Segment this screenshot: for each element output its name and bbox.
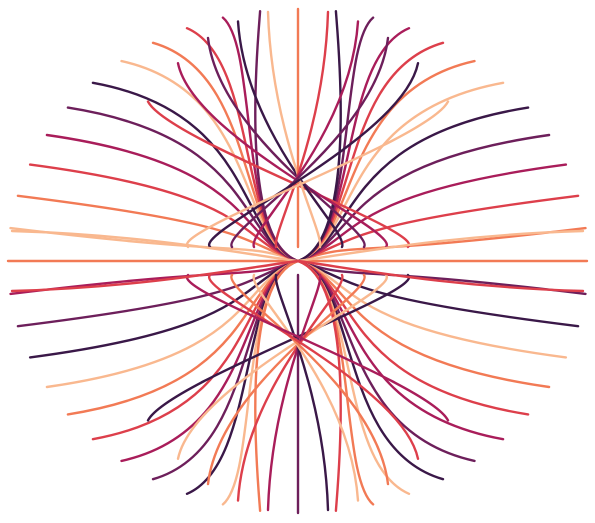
curve-upper-right-0 (296, 226, 587, 263)
curve-top-6 (274, 10, 330, 249)
near-horizontal-lower-left (10, 259, 300, 293)
curve-upper-right-10 (296, 10, 342, 263)
curve-top-1 (176, 62, 388, 249)
curve-lower-left-1 (16, 259, 300, 328)
curve-top-3 (236, 20, 344, 249)
curve-upper-left-10 (254, 10, 300, 263)
curve-bottom-10 (185, 273, 450, 422)
curve-bottom-8 (230, 273, 390, 486)
near-horizontal-upper-left (10, 229, 300, 263)
curve-bottom-2 (206, 273, 366, 486)
curve-bottom-6 (274, 273, 330, 512)
curve-top-10 (185, 100, 450, 249)
curve-lower-right-1 (296, 259, 580, 328)
curve-lower-left-10 (254, 259, 300, 512)
curve-upper-left-0 (9, 226, 300, 263)
curve-top-9 (208, 62, 420, 249)
curve-lower-left-0 (9, 259, 300, 296)
curve-bottom-3 (236, 273, 344, 502)
curve-bottom-1 (176, 273, 388, 460)
curve-top-2 (206, 36, 366, 249)
curve-lower-right-0 (296, 259, 587, 296)
curve-bottom-9 (208, 273, 420, 460)
curve-lower-right-10 (296, 259, 342, 512)
curve-group (6, 7, 589, 515)
curve-upper-left-1 (16, 194, 300, 263)
curve-top-8 (230, 36, 390, 249)
curve-bottom-7 (252, 273, 360, 502)
curve-upper-right-1 (296, 194, 580, 263)
near-horizontal-upper-right (296, 229, 585, 263)
near-horizontal-lower-right (296, 259, 585, 293)
curve-top-7 (252, 20, 360, 249)
